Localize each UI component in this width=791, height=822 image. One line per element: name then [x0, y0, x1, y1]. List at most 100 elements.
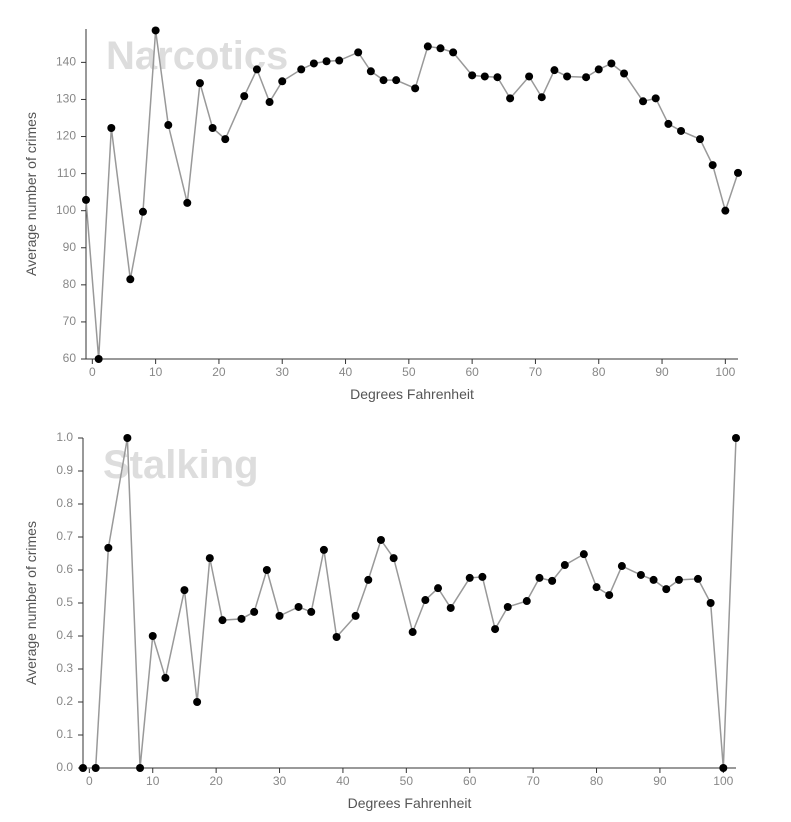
- point: [525, 72, 534, 81]
- x-tick-label: 0: [89, 365, 96, 379]
- point: [107, 124, 116, 132]
- point: [582, 73, 591, 82]
- point: [706, 599, 715, 607]
- point: [123, 434, 132, 442]
- x-tick-label: 100: [713, 774, 733, 788]
- x-axis-label: Degrees Fahrenheit: [348, 795, 472, 811]
- point: [563, 72, 572, 81]
- x-tick-label: 60: [463, 774, 477, 788]
- point: [180, 586, 189, 595]
- point: [734, 168, 742, 177]
- y-tick-label: 0.8: [56, 496, 73, 510]
- x-tick-label: 50: [400, 774, 414, 788]
- point: [94, 355, 103, 363]
- y-tick-label: 0.1: [56, 727, 73, 741]
- y-tick-label: 140: [56, 55, 76, 69]
- x-tick-label: 20: [209, 774, 223, 788]
- point: [503, 602, 512, 611]
- y-tick-label: 0.3: [56, 661, 73, 675]
- point: [297, 65, 306, 74]
- point: [294, 602, 303, 611]
- line: [83, 437, 737, 769]
- point: [636, 570, 645, 579]
- x-tick-label: 20: [212, 365, 226, 379]
- x-tick-label: 80: [592, 365, 606, 379]
- y-tick-label: 80: [63, 277, 77, 291]
- point: [436, 44, 445, 53]
- x-tick-label: 50: [402, 365, 416, 379]
- point: [620, 69, 629, 78]
- point: [674, 575, 683, 584]
- point: [351, 611, 360, 620]
- point: [649, 575, 658, 584]
- y-tick-label: 70: [63, 314, 77, 328]
- point: [265, 98, 274, 107]
- point: [252, 65, 261, 74]
- y-tick-label: 110: [57, 166, 76, 180]
- point: [164, 121, 173, 130]
- y-tick-label: 0.6: [56, 562, 73, 576]
- point: [548, 576, 557, 585]
- point: [389, 554, 398, 563]
- point: [332, 632, 341, 641]
- y-tick-label: 90: [63, 240, 77, 254]
- point: [506, 94, 515, 103]
- point: [208, 124, 217, 132]
- point: [446, 603, 455, 612]
- y-tick-label: 60: [63, 351, 77, 365]
- point: [275, 611, 284, 620]
- x-tick-label: 40: [336, 774, 350, 788]
- point: [91, 764, 100, 772]
- y-tick-label: 0.5: [56, 595, 73, 609]
- y-tick-label: 0.7: [56, 529, 73, 543]
- x-tick-label: 10: [146, 774, 160, 788]
- point: [104, 543, 113, 552]
- y-tick-label: 120: [56, 129, 76, 143]
- point: [79, 764, 87, 772]
- point: [719, 764, 728, 772]
- x-tick-label: 90: [655, 365, 669, 379]
- x-tick-label: 70: [529, 365, 543, 379]
- point: [195, 79, 204, 88]
- point: [607, 59, 616, 68]
- point: [183, 198, 192, 207]
- point: [732, 434, 740, 442]
- point: [364, 575, 373, 584]
- point: [664, 119, 673, 128]
- point: [617, 562, 626, 571]
- point: [392, 76, 401, 85]
- chart-title: Narcotics: [106, 34, 288, 78]
- point: [148, 632, 157, 640]
- point: [550, 66, 559, 75]
- point: [449, 48, 458, 57]
- x-tick-label: 0: [86, 774, 93, 788]
- x-tick-label: 80: [590, 774, 604, 788]
- y-tick-label: 1.0: [56, 430, 73, 444]
- point: [218, 616, 227, 625]
- x-axis-label: Degrees Fahrenheit: [350, 386, 474, 402]
- point: [205, 554, 214, 563]
- point: [522, 597, 531, 606]
- point: [193, 698, 202, 706]
- point: [468, 71, 477, 80]
- point: [376, 535, 385, 544]
- point: [592, 583, 601, 592]
- point: [693, 574, 702, 583]
- y-axis-label: Average number of crimes: [23, 112, 39, 276]
- point: [423, 42, 432, 51]
- point: [278, 77, 287, 86]
- x-tick-label: 30: [273, 774, 287, 788]
- point: [335, 56, 344, 65]
- point: [434, 584, 443, 593]
- point: [221, 135, 230, 144]
- point: [309, 59, 318, 68]
- point: [126, 275, 135, 284]
- point: [262, 566, 271, 574]
- y-tick-label: 0.2: [56, 694, 73, 708]
- point: [535, 573, 544, 582]
- x-tick-label: 100: [715, 365, 735, 379]
- point: [136, 764, 145, 772]
- y-tick-label: 100: [56, 203, 76, 217]
